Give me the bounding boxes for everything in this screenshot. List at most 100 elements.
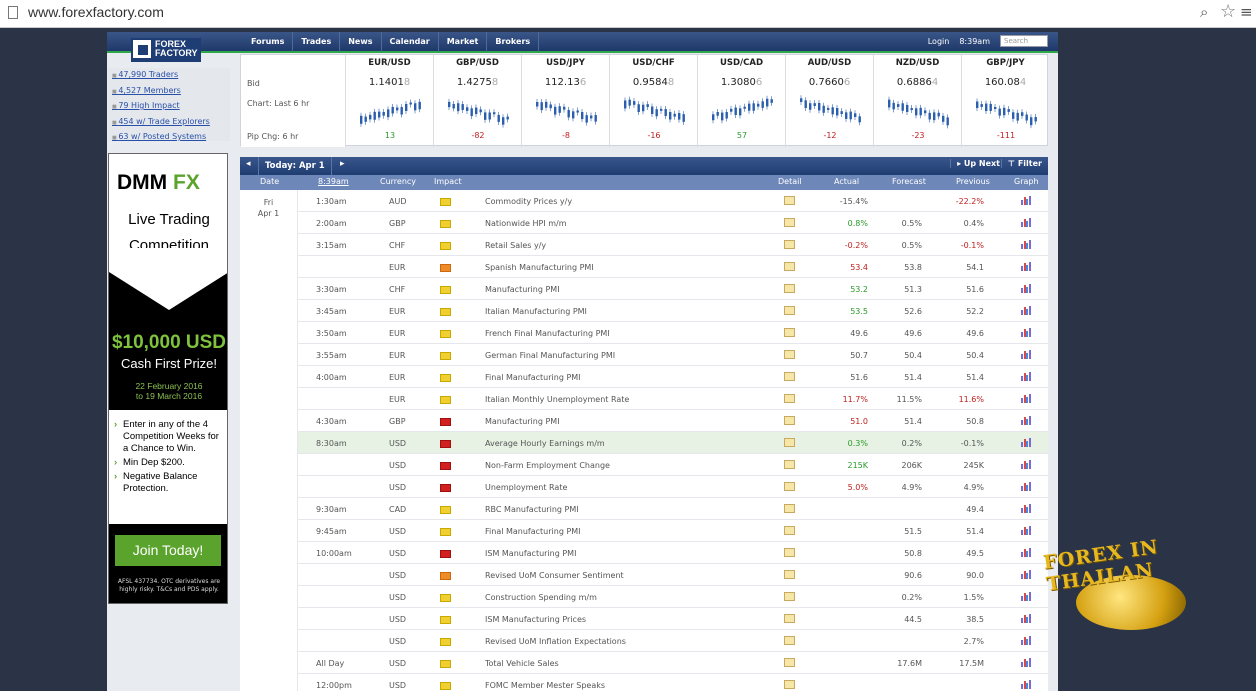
detail-folder-icon[interactable] (784, 218, 795, 227)
calendar-row[interactable]: 3:30am CHF Manufacturing PMI 53.2 51.3 5… (240, 278, 1048, 300)
calendar-row[interactable]: USD Non-Farm Employment Change 215K 206K… (240, 454, 1048, 476)
nav-brokers[interactable]: Brokers (487, 32, 540, 52)
prev-day-arrow-icon[interactable]: ◂ (246, 159, 251, 169)
graph-icon[interactable] (1021, 306, 1031, 315)
calendar-row[interactable]: 10:00am USD ISM Manufacturing PMI 50.8 4… (240, 542, 1048, 564)
ticker-pair[interactable]: NZD/USD 0.68864 -23 (873, 55, 961, 147)
calendar-row[interactable]: USD Revised UoM Consumer Sentiment 90.6 … (240, 564, 1048, 586)
pair-name[interactable]: USD/CHF (632, 58, 675, 68)
pair-name[interactable]: EUR/USD (368, 58, 411, 68)
menu-icon[interactable]: ≡ (1240, 3, 1253, 21)
graph-icon[interactable] (1021, 262, 1031, 271)
event-title[interactable]: Revised UoM Inflation Expectations (485, 637, 626, 646)
impact-icon[interactable] (440, 264, 451, 272)
graph-icon[interactable] (1021, 680, 1031, 689)
stat-traders[interactable]: 47,990 Traders (112, 68, 230, 84)
impact-icon[interactable] (440, 440, 451, 448)
graph-icon[interactable] (1021, 416, 1031, 425)
calendar-row[interactable]: 3:15am CHF Retail Sales y/y -0.2% 0.5% -… (240, 234, 1048, 256)
calendar-row[interactable]: 8:30am USD Average Hourly Earnings m/m 0… (240, 432, 1048, 454)
filter-button[interactable]: ⊤ Filter (1000, 159, 1042, 168)
event-title[interactable]: RBC Manufacturing PMI (485, 505, 579, 514)
nav-calendar[interactable]: Calendar (382, 32, 439, 52)
detail-folder-icon[interactable] (784, 548, 795, 557)
ticker-pair[interactable]: AUD/USD 0.76606 -12 (785, 55, 873, 147)
detail-folder-icon[interactable] (784, 240, 795, 249)
pair-name[interactable]: GBP/USD (456, 58, 499, 68)
event-title[interactable]: FOMC Member Mester Speaks (485, 681, 606, 690)
event-title[interactable]: Total Vehicle Sales (485, 659, 559, 668)
address-bar[interactable]: www.forexfactory.com (28, 4, 164, 20)
nav-trades[interactable]: Trades (293, 32, 341, 52)
calendar-row[interactable]: USD ISM Manufacturing Prices 44.5 38.5 (240, 608, 1048, 630)
detail-folder-icon[interactable] (784, 636, 795, 645)
ticker-pair[interactable]: EUR/USD 1.14018 13 (345, 55, 433, 147)
detail-folder-icon[interactable] (784, 438, 795, 447)
calendar-row[interactable]: 12:00pm USD FOMC Member Mester Speaks (240, 674, 1048, 691)
graph-icon[interactable] (1021, 284, 1031, 293)
impact-icon[interactable] (440, 330, 451, 338)
dmmfx-ad-banner[interactable]: DMM FX Live Trading Competition $10,000 U… (108, 153, 228, 604)
calendar-row[interactable]: EUR Italian Monthly Unemployment Rate 11… (240, 388, 1048, 410)
impact-icon[interactable] (440, 198, 451, 206)
calendar-row[interactable]: 9:45am USD Final Manufacturing PMI 51.5 … (240, 520, 1048, 542)
event-title[interactable]: Unemployment Rate (485, 483, 568, 492)
detail-folder-icon[interactable] (784, 526, 795, 535)
impact-icon[interactable] (440, 594, 451, 602)
detail-folder-icon[interactable] (784, 350, 795, 359)
detail-folder-icon[interactable] (784, 680, 795, 689)
search-input[interactable]: Search (1000, 35, 1048, 47)
detail-folder-icon[interactable] (784, 416, 795, 425)
col-time[interactable]: 8:39am (318, 177, 349, 186)
graph-icon[interactable] (1021, 614, 1031, 623)
impact-icon[interactable] (440, 506, 451, 514)
calendar-row[interactable]: 3:45am EUR Italian Manufacturing PMI 53.… (240, 300, 1048, 322)
event-title[interactable]: Nationwide HPI m/m (485, 219, 567, 228)
pair-name[interactable]: NZD/USD (895, 58, 940, 68)
graph-icon[interactable] (1021, 658, 1031, 667)
graph-icon[interactable] (1021, 504, 1031, 513)
impact-icon[interactable] (440, 616, 451, 624)
impact-icon[interactable] (440, 550, 451, 558)
event-title[interactable]: Italian Monthly Unemployment Rate (485, 395, 630, 404)
detail-folder-icon[interactable] (784, 482, 795, 491)
detail-folder-icon[interactable] (784, 460, 795, 469)
nav-forums[interactable]: Forums (243, 32, 294, 52)
ticker-pair[interactable]: GBP/JPY 160.084 -111 (961, 55, 1049, 147)
graph-icon[interactable] (1021, 218, 1031, 227)
calendar-row[interactable]: USD Revised UoM Inflation Expectations 2… (240, 630, 1048, 652)
detail-folder-icon[interactable] (784, 570, 795, 579)
site-logo[interactable]: FOREX FACTORY (131, 38, 201, 62)
impact-icon[interactable] (440, 396, 451, 404)
calendar-row[interactable]: 3:55am EUR German Final Manufacturing PM… (240, 344, 1048, 366)
graph-icon[interactable] (1021, 548, 1031, 557)
impact-icon[interactable] (440, 528, 451, 536)
zoom-icon[interactable]: ⌕ (1200, 3, 1209, 21)
today-label[interactable]: Today: Apr 1 (258, 157, 332, 175)
graph-icon[interactable] (1021, 460, 1031, 469)
graph-icon[interactable] (1021, 372, 1031, 381)
next-day-arrow-icon[interactable]: ▸ (340, 159, 345, 169)
impact-icon[interactable] (440, 682, 451, 690)
ticker-pair[interactable]: GBP/USD 1.42758 -82 (433, 55, 521, 147)
graph-icon[interactable] (1021, 438, 1031, 447)
impact-icon[interactable] (440, 352, 451, 360)
event-title[interactable]: Commodity Prices y/y (485, 197, 573, 206)
graph-icon[interactable] (1021, 482, 1031, 491)
graph-icon[interactable] (1021, 526, 1031, 535)
calendar-row[interactable]: 3:50am EUR French Final Manufacturing PM… (240, 322, 1048, 344)
detail-folder-icon[interactable] (784, 328, 795, 337)
calendar-row[interactable]: 2:00am GBP Nationwide HPI m/m 0.8% 0.5% … (240, 212, 1048, 234)
stat-trade-explorers[interactable]: 454 w/ Trade Explorers (112, 115, 230, 131)
graph-icon[interactable] (1021, 240, 1031, 249)
detail-folder-icon[interactable] (784, 394, 795, 403)
impact-icon[interactable] (440, 572, 451, 580)
pair-name[interactable]: GBP/JPY (986, 58, 1025, 68)
detail-folder-icon[interactable] (784, 196, 795, 205)
event-title[interactable]: Spanish Manufacturing PMI (485, 263, 594, 272)
detail-folder-icon[interactable] (784, 614, 795, 623)
impact-icon[interactable] (440, 242, 451, 250)
event-title[interactable]: Retail Sales y/y (485, 241, 547, 250)
calendar-row[interactable]: All Day USD Total Vehicle Sales 17.6M 17… (240, 652, 1048, 674)
detail-folder-icon[interactable] (784, 262, 795, 271)
